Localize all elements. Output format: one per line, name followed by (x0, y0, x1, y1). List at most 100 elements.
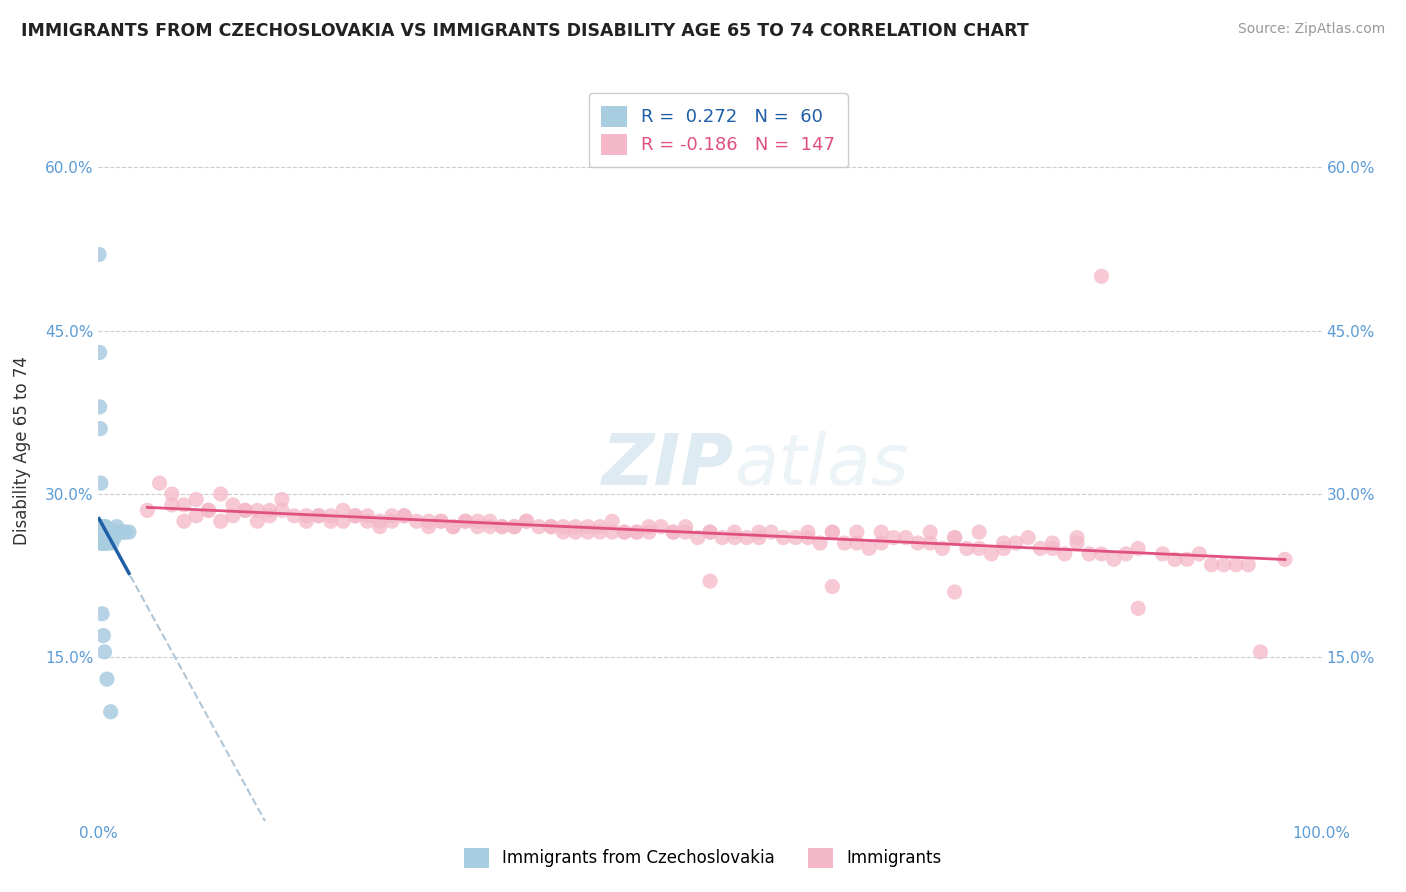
Point (96, 536, 118, 550)
Point (626, 525, 648, 540)
Point (748, 525, 770, 540)
Point (797, 531, 820, 545)
Point (89, 422, 111, 436)
Point (1066, 531, 1088, 545)
Point (1017, 531, 1039, 545)
Point (91, 531, 114, 545)
Point (89, 525, 111, 540)
Point (94, 525, 117, 540)
Point (1102, 552, 1125, 566)
Point (96, 672, 118, 686)
Point (89, 345, 111, 359)
Point (478, 514, 501, 528)
Point (91, 536, 114, 550)
Point (97, 536, 120, 550)
Point (845, 525, 868, 540)
Point (920, 536, 942, 550)
Point (91, 525, 114, 540)
Point (308, 508, 330, 523)
Point (797, 525, 820, 540)
Point (600, 525, 623, 540)
Point (103, 531, 125, 545)
Point (662, 525, 685, 540)
Point (259, 508, 281, 523)
Point (93, 525, 115, 540)
Point (89, 519, 111, 533)
Point (160, 487, 183, 501)
Point (967, 525, 990, 540)
Point (160, 498, 183, 512)
Point (233, 503, 256, 517)
Point (1249, 645, 1271, 659)
Point (686, 531, 709, 545)
Point (478, 519, 501, 533)
Point (94, 519, 117, 533)
Point (93, 519, 115, 533)
Point (97, 531, 120, 545)
Point (943, 531, 966, 545)
Point (1090, 547, 1112, 561)
Point (956, 541, 979, 556)
Point (100, 531, 122, 545)
Point (454, 514, 477, 528)
Point (1175, 552, 1198, 566)
Point (576, 519, 599, 533)
Point (90, 525, 112, 540)
Point (491, 519, 513, 533)
Point (173, 498, 195, 512)
Text: IMMIGRANTS FROM CZECHOSLOVAKIA VS IMMIGRANTS DISABILITY AGE 65 TO 74 CORRELATION: IMMIGRANTS FROM CZECHOSLOVAKIA VS IMMIGR… (21, 22, 1029, 40)
Point (723, 525, 745, 540)
Point (650, 519, 672, 533)
Point (1164, 552, 1187, 566)
Point (270, 492, 294, 507)
Point (96, 536, 118, 550)
Point (246, 514, 269, 528)
Point (222, 498, 245, 512)
Point (441, 519, 464, 533)
Point (467, 514, 489, 528)
Point (356, 508, 378, 523)
Point (418, 519, 440, 533)
Point (589, 525, 612, 540)
Point (699, 525, 721, 540)
Point (186, 492, 208, 507)
Point (94, 531, 117, 545)
Point (91, 519, 114, 533)
Point (1066, 536, 1088, 550)
Point (943, 585, 966, 599)
Point (503, 519, 526, 533)
Point (93, 531, 115, 545)
Point (418, 514, 440, 528)
Point (91, 525, 114, 540)
Point (91, 607, 114, 621)
Point (90, 476, 112, 491)
Legend: Immigrants from Czechoslovakia, Immigrants: Immigrants from Czechoslovakia, Immigran… (457, 841, 949, 875)
Point (821, 525, 844, 540)
Point (1237, 558, 1260, 572)
Point (186, 508, 208, 523)
Point (699, 525, 721, 540)
Point (111, 525, 134, 540)
Text: Source: ZipAtlas.com: Source: ZipAtlas.com (1237, 22, 1385, 37)
Point (1225, 558, 1247, 572)
Point (295, 508, 318, 523)
Point (711, 531, 734, 545)
Point (589, 519, 612, 533)
Point (295, 514, 318, 528)
Point (93, 525, 115, 540)
Point (222, 508, 245, 523)
Point (100, 705, 122, 719)
Point (101, 525, 124, 540)
Point (101, 525, 124, 540)
Point (96, 525, 118, 540)
Point (515, 514, 537, 528)
Point (735, 531, 758, 545)
Point (553, 525, 575, 540)
Point (233, 503, 256, 517)
Point (808, 536, 831, 550)
Point (980, 547, 1002, 561)
Point (392, 508, 416, 523)
Point (821, 580, 844, 594)
Point (894, 531, 917, 545)
Point (90, 536, 112, 550)
